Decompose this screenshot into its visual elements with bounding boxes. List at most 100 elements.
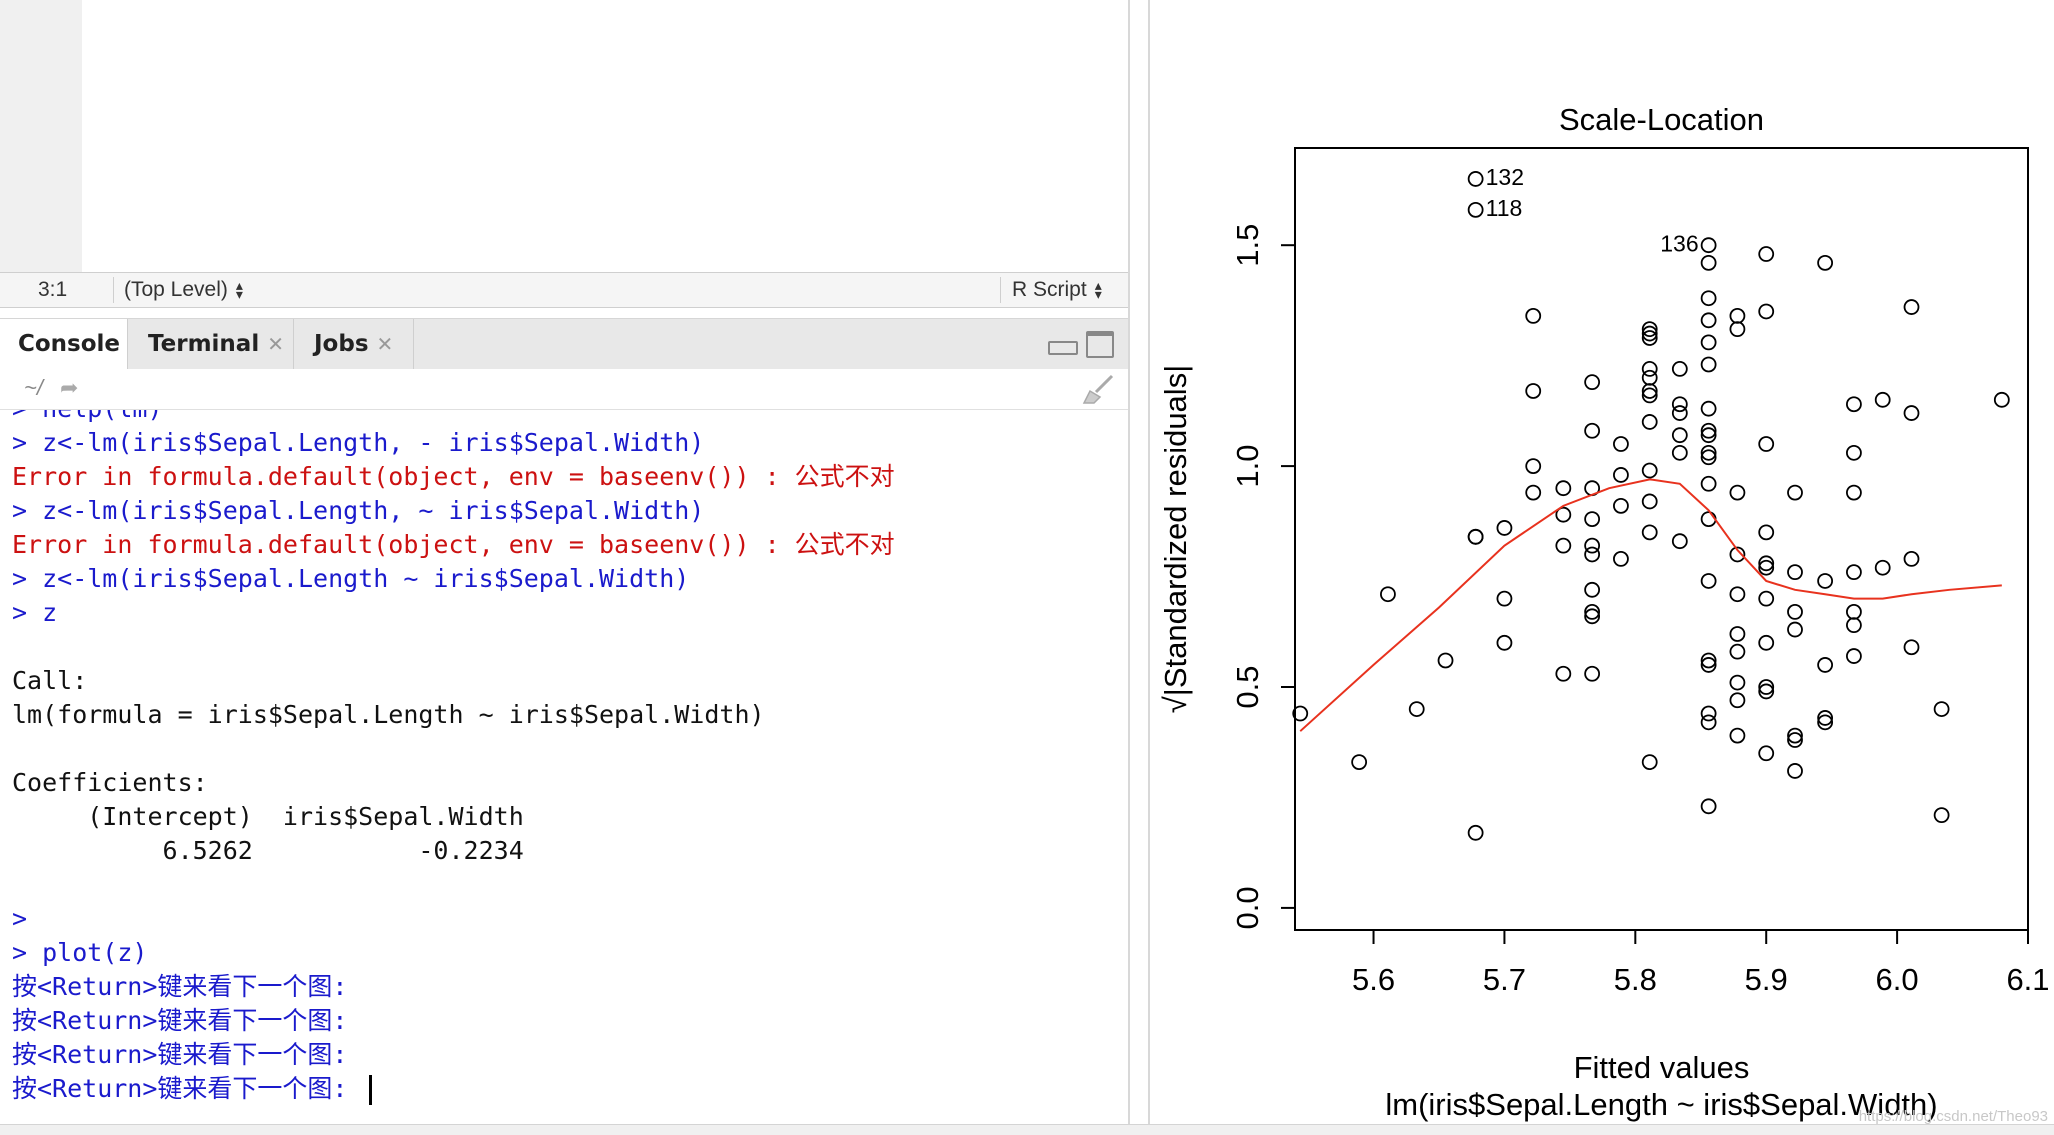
data-point xyxy=(1846,564,1862,581)
data-point xyxy=(1787,732,1803,748)
console-error-line: Error in formula.default(object, env = b… xyxy=(12,530,895,559)
console-output-line: Coefficients: xyxy=(12,768,208,797)
tab-console[interactable]: Console xyxy=(0,319,128,370)
broom-icon[interactable] xyxy=(1080,373,1116,405)
data-point xyxy=(1729,321,1746,338)
data-point xyxy=(1584,546,1601,563)
data-point xyxy=(1700,334,1717,351)
tab-terminal-label: Terminal xyxy=(148,331,260,357)
plot-frame xyxy=(1294,147,2029,931)
status-divider xyxy=(1000,277,1001,303)
cursor-position: 3:1 xyxy=(38,278,68,301)
data-point xyxy=(1641,754,1658,771)
x-tick-label: 6.1 xyxy=(2006,962,2049,997)
data-point xyxy=(1758,634,1775,651)
data-point xyxy=(1700,573,1717,589)
scope-selector[interactable]: (Top Level) ▴ ▾ xyxy=(124,273,243,307)
console-output[interactable]: > help(lm) > z<-lm(iris$Sepal.Length, - i… xyxy=(0,410,1128,1124)
data-point xyxy=(1671,396,1688,413)
y-tick-label: 1.0 xyxy=(1230,445,1265,488)
console-command-line: > z xyxy=(12,598,58,627)
file-type-selector[interactable]: R Script ▴ ▾ xyxy=(1012,273,1102,307)
data-point xyxy=(1700,290,1717,307)
console-command-line: 按<Return>键来看下一个图: xyxy=(12,1040,348,1069)
maximize-pane-icon[interactable] xyxy=(1086,331,1114,358)
close-icon[interactable]: ✕ xyxy=(376,332,394,356)
data-point xyxy=(1641,321,1658,338)
data-point xyxy=(1729,727,1746,744)
y-tick-label: 0.5 xyxy=(1230,665,1265,708)
minimize-pane-icon[interactable] xyxy=(1048,341,1078,355)
console-command-line: > z<-lm(iris$Sepal.Length, ~ iris$Sepal.… xyxy=(12,496,705,525)
data-point xyxy=(1380,586,1396,603)
x-axis-label: Fitted values xyxy=(1574,1050,1750,1085)
data-point xyxy=(1729,586,1746,603)
data-point xyxy=(1700,652,1717,669)
bottom-strip xyxy=(0,1124,2054,1135)
close-icon[interactable]: ✕ xyxy=(267,332,284,356)
x-tick-label: 5.6 xyxy=(1352,962,1395,997)
data-point xyxy=(1787,621,1803,638)
console-tab-bar: Console Terminal ✕ Jobs ✕ xyxy=(0,318,1130,370)
data-point xyxy=(1846,444,1862,461)
data-point xyxy=(1903,405,1920,421)
tab-terminal[interactable]: Terminal ✕ xyxy=(130,319,294,369)
data-point xyxy=(1700,237,1717,254)
arrow-share-icon[interactable]: ➦ xyxy=(60,375,79,400)
data-point xyxy=(1729,307,1746,324)
data-point xyxy=(1993,391,2010,408)
data-point xyxy=(1641,462,1658,479)
data-point xyxy=(1671,444,1688,461)
data-point xyxy=(1641,330,1658,346)
editor-gutter xyxy=(0,0,82,272)
data-point xyxy=(1613,467,1629,483)
data-point xyxy=(1700,312,1717,329)
data-point xyxy=(1700,356,1717,373)
tab-jobs-label: Jobs xyxy=(314,331,369,357)
data-point xyxy=(1817,657,1834,673)
data-point xyxy=(1613,497,1629,514)
text-cursor xyxy=(368,1075,372,1105)
data-point xyxy=(1758,246,1775,262)
updown-arrow-icon: ▴ ▾ xyxy=(235,277,243,303)
data-point xyxy=(1846,617,1862,634)
data-point xyxy=(1584,603,1601,620)
data-point xyxy=(1700,511,1717,528)
data-point xyxy=(1641,361,1658,377)
data-point xyxy=(1787,603,1803,620)
data-point xyxy=(1846,396,1862,413)
data-point xyxy=(1817,573,1834,589)
script-editor[interactable] xyxy=(82,0,1130,272)
data-point xyxy=(1292,705,1309,722)
data-point xyxy=(1525,458,1542,475)
data-point xyxy=(1351,754,1368,771)
data-point xyxy=(1903,639,1920,656)
data-point xyxy=(1467,824,1484,841)
x-tick-label: 5.8 xyxy=(1614,962,1657,997)
editor-status-bar: 3:1 (Top Level) ▴ ▾ R Script ▴ ▾ xyxy=(0,272,1130,308)
rstudio-left-pane: 3:1 (Top Level) ▴ ▾ R Script ▴ ▾ Console Ter… xyxy=(0,0,1130,1124)
console-command-line: > xyxy=(12,904,28,933)
data-point xyxy=(1584,537,1601,554)
status-divider xyxy=(113,277,114,303)
data-point xyxy=(1700,449,1717,466)
data-point xyxy=(1846,484,1862,501)
data-point xyxy=(1874,391,1891,408)
data-point xyxy=(1555,506,1572,523)
data-point xyxy=(1525,307,1542,324)
data-point xyxy=(1584,422,1601,439)
data-point xyxy=(1496,520,1513,536)
console-command-line: > help(lm) xyxy=(12,410,163,426)
data-point xyxy=(1613,550,1629,567)
data-point xyxy=(1758,590,1775,607)
pane-divider[interactable] xyxy=(1128,0,1130,1134)
smoother-line xyxy=(1299,478,2002,732)
data-point xyxy=(1787,484,1803,501)
data-point xyxy=(1729,692,1746,709)
point-label: 118 xyxy=(1486,195,1523,221)
working-directory-bar: ~/ ➦ xyxy=(0,369,1130,410)
data-point xyxy=(1671,427,1688,444)
data-point xyxy=(1641,414,1658,430)
tab-jobs[interactable]: Jobs ✕ xyxy=(296,319,414,369)
data-point xyxy=(1787,564,1803,581)
